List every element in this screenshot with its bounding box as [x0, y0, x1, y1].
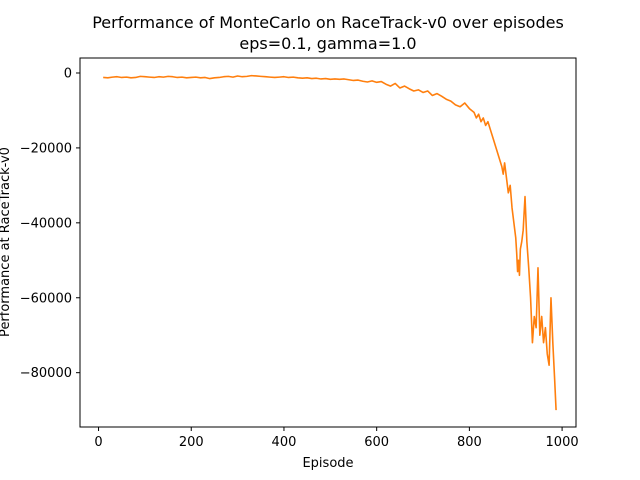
y-tick-label: −80000	[20, 366, 72, 381]
x-tick-label: 1000	[546, 435, 579, 450]
x-axis-label: Episode	[302, 456, 353, 471]
x-tick-label: 600	[364, 435, 389, 450]
y-tick-label: 0	[64, 66, 72, 81]
plot-frame	[79, 57, 577, 428]
y-axis-label: Performance at RaceTrack-v0	[0, 147, 13, 337]
x-tick-label: 200	[179, 435, 204, 450]
y-tick-label: −40000	[20, 216, 72, 231]
chart-subtitle: eps=0.1, gamma=1.0	[239, 34, 416, 53]
x-tick-label: 800	[457, 435, 482, 450]
y-axis-ticks: 0 −20000 −40000 −60000 −80000	[20, 66, 80, 381]
plot-background	[80, 58, 576, 427]
y-tick-label: −60000	[20, 291, 72, 306]
plot-area	[79, 57, 577, 428]
x-tick-label: 400	[272, 435, 297, 450]
series-layer	[103, 74, 557, 411]
x-axis-ticks: 0 200 400 600 800 1000	[94, 427, 579, 450]
series-line-0	[103, 74, 557, 411]
x-tick-label: 0	[94, 435, 102, 450]
chart-title: Performance of MonteCarlo on RaceTrack-v…	[92, 13, 564, 32]
y-tick-label: −20000	[20, 141, 72, 156]
